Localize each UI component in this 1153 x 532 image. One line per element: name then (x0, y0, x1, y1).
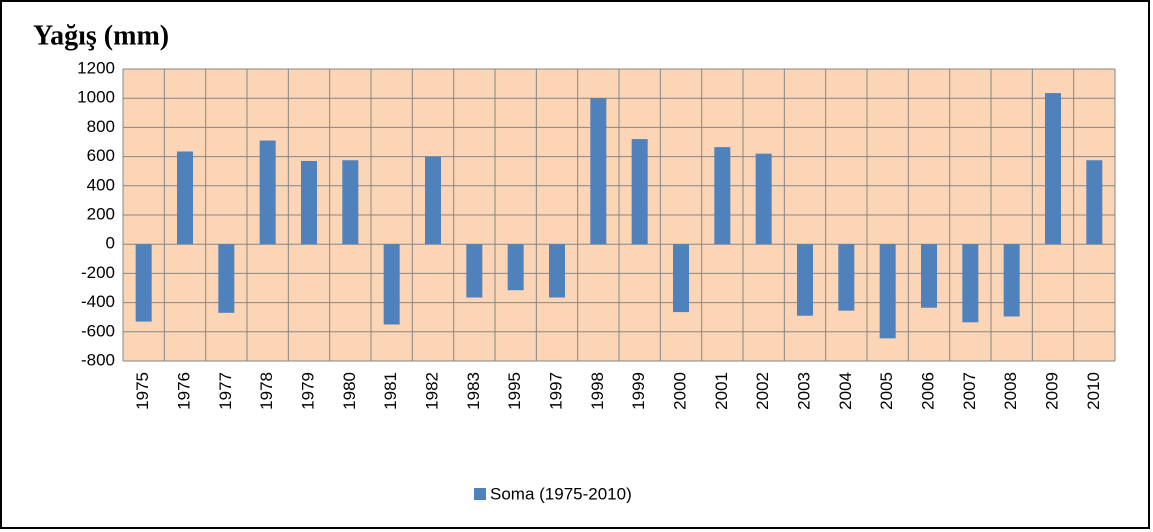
bar (259, 140, 276, 245)
bar (590, 98, 607, 245)
y-tick-label: 800 (87, 117, 115, 136)
x-tick-label: 2005 (877, 372, 896, 410)
bar (383, 244, 400, 325)
bar (549, 244, 565, 298)
y-tick-label: 200 (87, 204, 115, 223)
x-tick-label: 2010 (1084, 372, 1103, 410)
bar (1045, 93, 1061, 245)
bar (797, 244, 813, 316)
x-tick-label: 1979 (298, 372, 317, 410)
bar (673, 244, 689, 313)
y-tick-label: -200 (81, 263, 115, 282)
x-tick-label: 2001 (712, 372, 731, 410)
y-tick-label: -400 (81, 292, 115, 311)
bar (755, 153, 772, 245)
y-tick-label: 0 (106, 234, 115, 253)
x-tick-label: 2002 (753, 372, 772, 410)
bar (962, 244, 979, 323)
bar (1003, 244, 1020, 317)
bar (301, 160, 317, 245)
x-tick-label: 1983 (464, 372, 483, 410)
legend-swatch (474, 488, 486, 500)
x-tick-label: 2006 (918, 372, 937, 410)
x-tick-label: 1978 (257, 372, 276, 410)
bar (631, 139, 648, 245)
x-tick-label: 1997 (546, 372, 565, 410)
bar (714, 147, 731, 245)
x-tick-label: 1981 (381, 372, 400, 410)
x-tick-label: 1999 (629, 372, 648, 410)
bar (466, 244, 483, 298)
bar (838, 244, 855, 311)
x-tick-label: 1995 (505, 372, 524, 410)
bar (342, 160, 359, 245)
x-tick-label: 2009 (1042, 372, 1061, 410)
bar (177, 151, 193, 245)
bar (1086, 160, 1103, 245)
y-tick-label: -600 (81, 321, 115, 340)
legend-label: Soma (1975-2010) (490, 484, 632, 503)
x-tick-label: 1980 (340, 372, 359, 410)
bar (135, 244, 152, 322)
y-tick-label: 600 (87, 146, 115, 165)
bar (218, 244, 235, 313)
x-tick-label: 1975 (133, 372, 152, 410)
bar (507, 244, 524, 291)
x-tick-label: 1977 (216, 372, 235, 410)
y-tick-label: 400 (87, 175, 115, 194)
y-tick-label: 1000 (77, 88, 115, 107)
x-tick-label: 2007 (960, 372, 979, 410)
x-tick-label: 1998 (588, 372, 607, 410)
bar (921, 244, 937, 308)
bar (425, 156, 441, 245)
y-tick-label: 1200 (77, 58, 115, 77)
x-tick-label: 2004 (836, 372, 855, 410)
x-tick-label: 2003 (794, 372, 813, 410)
x-tick-label: 1982 (422, 372, 441, 410)
y-tick-label: -800 (81, 350, 115, 369)
x-tick-label: 2000 (670, 372, 689, 410)
x-tick-label: 2008 (1001, 372, 1020, 410)
chart-title: Yağış (mm) (33, 20, 169, 51)
x-tick-label: 1976 (174, 372, 193, 410)
bar (879, 244, 896, 339)
